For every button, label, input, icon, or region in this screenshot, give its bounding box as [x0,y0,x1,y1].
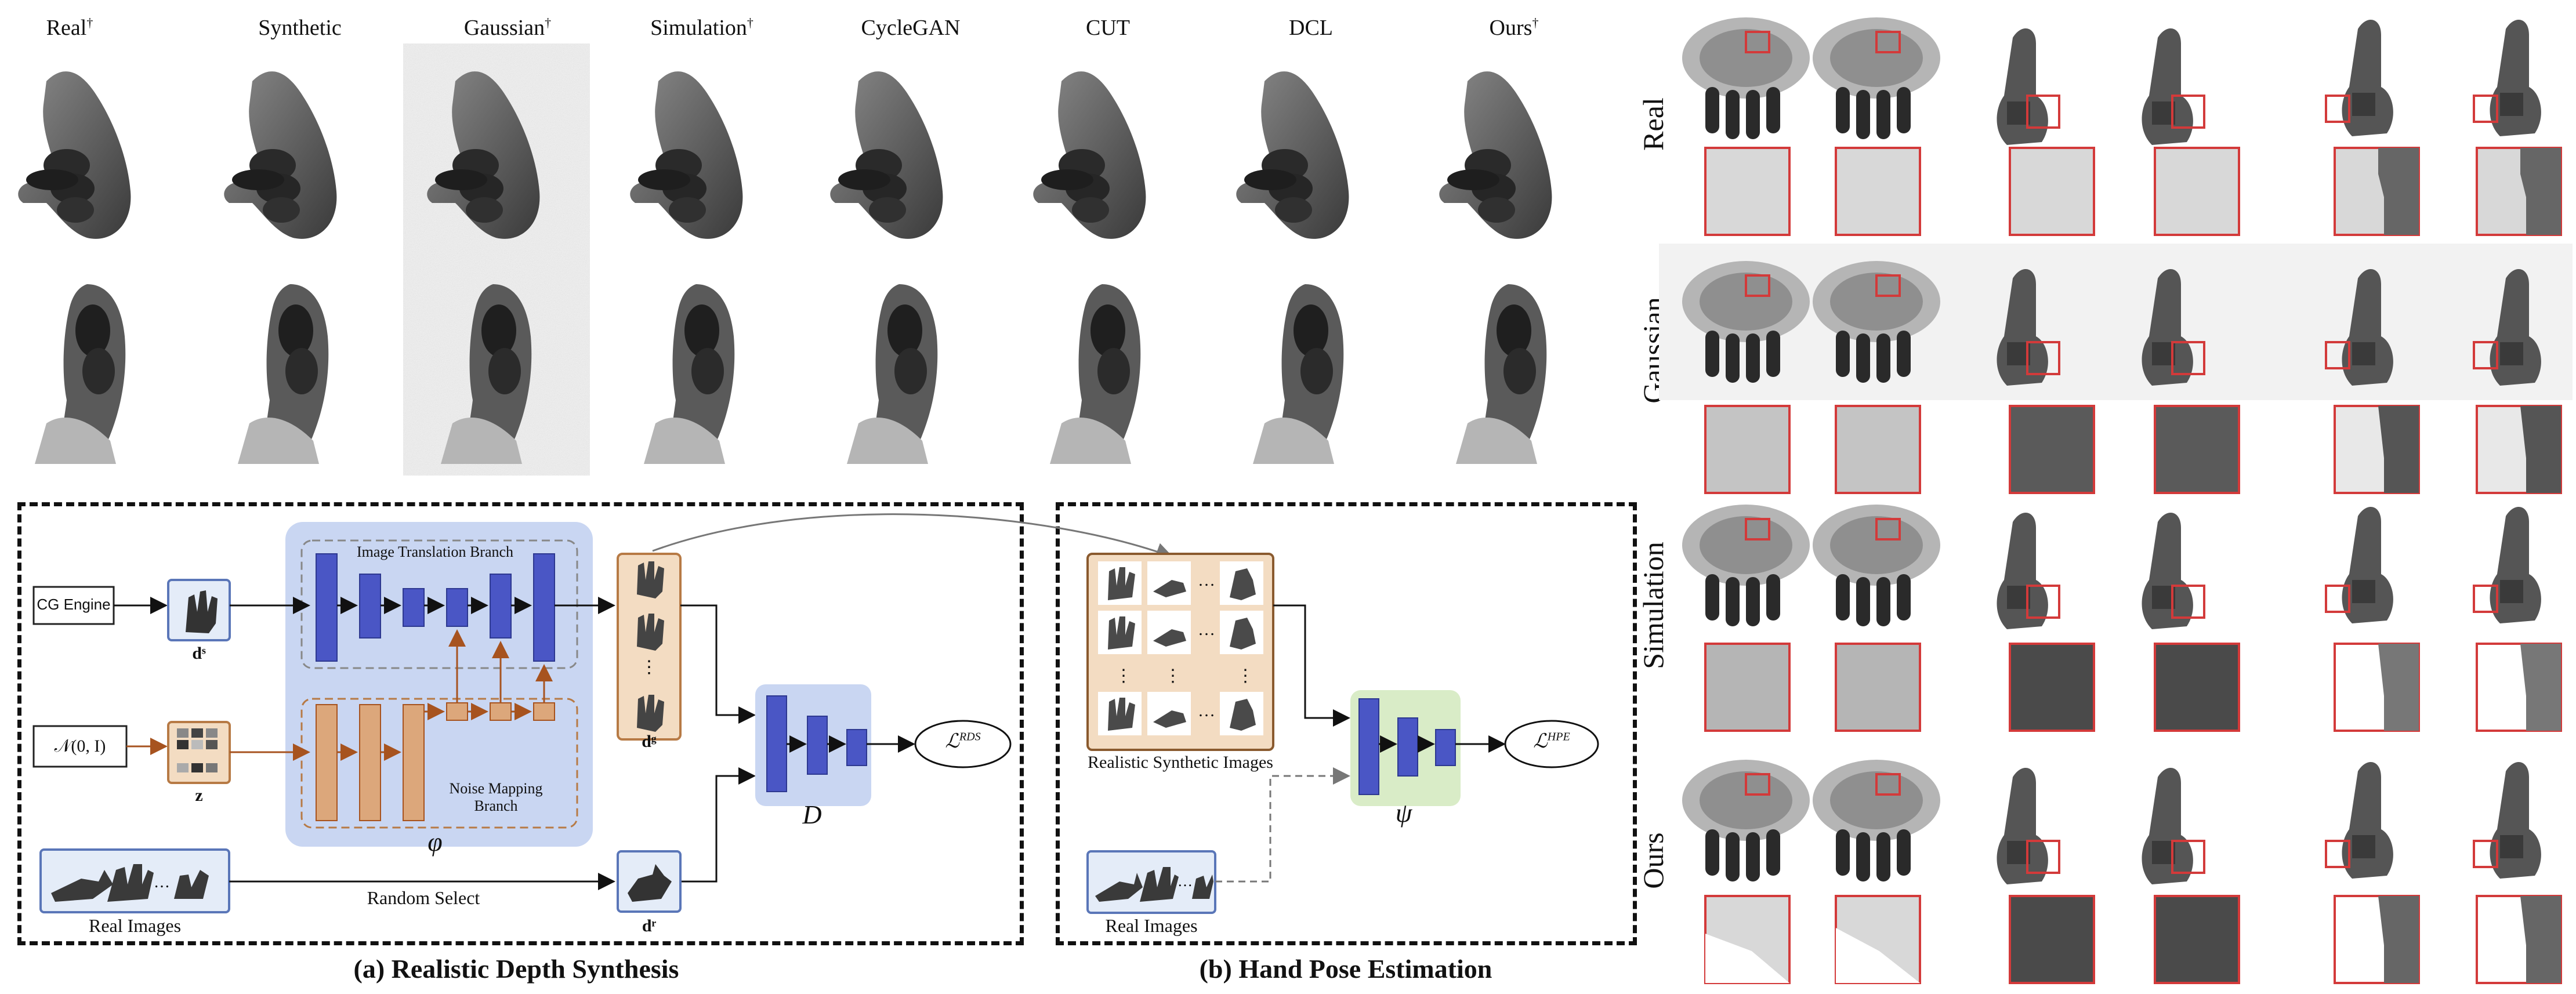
random-select-label: Random Select [367,887,480,908]
nmb-title: Noise Mapping Branch [449,780,543,814]
svg-text:…: … [1198,620,1215,639]
hand-synthetic-1 [224,71,337,239]
comparison-grid [1659,16,2573,984]
col-label-real: Real† [46,15,93,40]
hand-real-2 [35,284,126,464]
svg-text:⋮: ⋮ [1237,666,1254,685]
row-ours [1681,759,2541,884]
nmb-region [300,698,578,829]
col-label-cyclegan: CycleGAN [861,16,961,40]
col-label-simulation: Simulation† [650,15,753,40]
cg-engine-box [32,586,115,625]
hand-simulation-2 [644,284,735,464]
svg-text:⋮: ⋮ [1115,666,1132,685]
hand-dcl-2 [1253,284,1344,464]
col-label-ours: Ours† [1489,15,1539,40]
D-label: D [802,800,822,829]
real-images-label-a: Real Images [88,915,182,936]
top-row-side-hands [35,284,1547,464]
cg-engine-label: CG Engine [37,596,111,613]
col-label-synthetic: Synthetic [258,16,342,40]
loss-rds: ℒRDS [945,730,981,752]
diagram-b-frame [1056,502,1637,945]
hand-cut-1 [1033,71,1146,239]
ds-label: dˢ [192,644,206,663]
svg-text:⋮: ⋮ [1164,666,1182,685]
svg-text:…: … [154,873,170,891]
loss-rds-ellipse [914,720,1012,768]
col-label-gaussian: Gaussian† [463,15,552,40]
top-row-pointing-hands [18,71,1552,239]
noise-dist-label: 𝒩(0, I) [54,737,106,756]
svg-text:⋮: ⋮ [640,658,658,677]
z-grid [177,728,218,772]
itb-title: Image Translation Branch [356,543,514,560]
dr-label: dʳ [642,916,657,935]
nmb-blocks [316,702,555,821]
hand-dcl-1 [1236,71,1349,239]
loss-hpe-ellipse [1504,720,1599,768]
hand-ours-2 [1456,284,1547,464]
hand-gaussian-2 [441,284,532,464]
dg-label: dᵍ [642,732,657,751]
svg-text:…: … [1198,571,1215,590]
hand-simulation-1 [630,71,743,239]
zoom-insets [1704,147,2562,984]
hand-synthetic-2 [238,284,329,464]
caption-a: (a) Realistic Depth Synthesis [353,954,679,984]
real-images-label-b: Real Images [1105,915,1198,936]
hand-gaussian-1 [427,71,540,239]
noise-box [32,725,128,768]
caption-b: (b) Hand Pose Estimation [1199,954,1492,984]
z-label: z [195,786,203,805]
hand-ours-1 [1439,71,1552,239]
psi-label: ψ [1395,798,1412,828]
hand-cyclegan-2 [847,284,938,464]
col-label-dcl: DCL [1289,16,1333,40]
row-gaussian [1659,244,2573,400]
row-simulation [1681,503,2541,629]
col-label-cut: CUT [1086,16,1130,40]
diagram-a-frame [17,502,1024,945]
itb-blocks [316,553,555,662]
realistic-synth-label: Realistic Synthetic Images [1088,753,1273,772]
loss-hpe: ℒHPE [1533,730,1570,752]
phi-label: φ [427,827,443,857]
hand-cyclegan-1 [830,71,943,239]
svg-text:…: … [1178,873,1193,890]
row-real [1681,16,2541,146]
pipeline-diagram: ⋮ … … … … ⋮ ⋮ ⋮ [32,513,1599,914]
hand-real-1 [18,71,131,239]
hand-cut-2 [1050,284,1141,464]
zoom-inner [1705,148,2561,983]
svg-text:…: … [1198,701,1215,720]
